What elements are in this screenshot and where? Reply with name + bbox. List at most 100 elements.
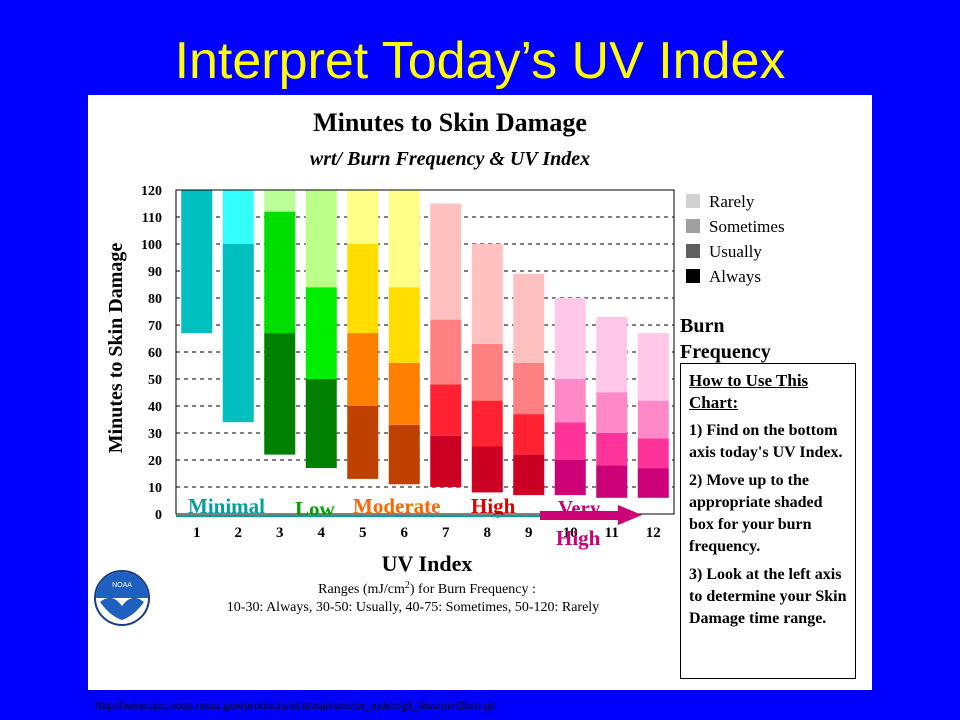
legend-label-usually: Usually [709,242,762,261]
bar-8-usually [471,400,503,447]
bar-9-always [513,454,545,496]
legend-title-burn: Burn [680,315,724,337]
y-tick-label: 30 [148,427,162,442]
x-tick-label: 9 [525,525,533,541]
howto-heading-line2: Chart: [689,393,739,412]
ranges-line1: Ranges (mJ/cm2) for Burn Frequency : [318,580,536,598]
bar-2-sometimes [222,244,254,423]
bar-10-rarely [554,298,586,379]
howto-step-2: 2) Move up to the appropriate shaded box… [689,472,823,555]
bar-5-usually [347,333,379,406]
y-tick-label: 60 [148,346,162,361]
bar-11-sometimes [596,392,628,433]
x-tick-label: 7 [442,525,450,541]
bar-1-rarely [181,190,213,334]
bar-4-rarely [305,190,337,288]
bar-5-sometimes [347,244,379,334]
bar-12-always [637,468,669,498]
how-to-use-box: How to Use This Chart: 1) Find on the bo… [680,363,856,679]
howto-step-1: 1) Find on the bottom axis today's UV In… [689,422,843,461]
bar-2-rarely [222,190,254,244]
bar-10-usually [554,422,586,460]
y-tick-label: 70 [148,319,162,334]
x-tick-label: 12 [646,525,661,541]
bar-7-rarely [430,203,462,320]
legend-label-rarely: Rarely [709,192,755,211]
slide-title: Interpret Today’s UV Index [174,32,786,90]
x-tick-label: 3 [276,525,284,541]
y-tick-label: 50 [148,373,162,388]
bar-9-usually [513,414,545,455]
y-tick-label: 80 [148,292,162,307]
bar-12-rarely [637,333,669,401]
x-tick-label: 5 [359,525,367,541]
x-axis-label: UV Index [382,551,473,576]
bar-7-sometimes [430,319,462,385]
y-tick-label: 40 [148,400,162,415]
chart-title: Minutes to Skin Damage [313,108,587,137]
plot-frame [175,189,675,515]
bar-8-sometimes [471,343,503,401]
bar-11-usually [596,433,628,466]
legend-swatch-always [686,269,700,283]
y-tick-label: 10 [148,481,162,496]
bar-9-rarely [513,273,545,363]
y-axis-label: Minutes to Skin Damage [105,243,127,454]
howto-step-3: 3) Look at the left axis to determine yo… [689,566,847,627]
bar-6-sometimes [388,287,420,363]
bar-4-sometimes [305,287,337,379]
bar-5-always [347,406,379,479]
ranges-line2: 10-30: Always, 30-50: Usually, 40-75: So… [227,600,599,615]
band-label-minimal: Minimal [188,494,265,518]
y-tick-label: 120 [141,184,162,199]
bar-3-sometimes [264,211,296,334]
y-tick-label: 90 [148,265,162,280]
uv-chart: Minutes to Skin Damage wrt/ Burn Frequen… [94,108,785,626]
legend-title-frequency: Frequency [680,341,771,363]
legend-label-sometimes: Sometimes [709,217,785,236]
bar-11-rarely [596,316,628,393]
x-tick-label: 8 [484,525,492,541]
x-tick-label: 11 [605,525,619,541]
x-tick-label: 6 [401,525,409,541]
y-tick-label: 0 [155,508,162,523]
bar-6-rarely [388,190,420,288]
x-tick-label: 1 [193,525,201,541]
x-tick-label: 10 [563,525,578,541]
y-tick-label: 110 [142,211,162,226]
legend-swatch-usually [686,244,700,258]
band-label-low: Low [295,497,336,521]
band-label-very-high: High [556,526,601,550]
bar-12-usually [637,438,669,469]
noaa-logo-text: NOAA [112,582,132,589]
bar-7-always [430,435,462,487]
bar-10-always [554,460,586,496]
legend-label-always: Always [709,267,761,286]
noaa-logo: NOAA [94,570,150,626]
bar-12-sometimes [637,400,669,439]
bar-11-always [596,465,628,498]
y-tick-label: 100 [141,238,162,253]
band-arrow-head [618,505,642,525]
legend-swatch-rarely [686,194,700,208]
band-label-moderate: Moderate [353,494,440,518]
bar-8-always [471,446,503,493]
bar-7-usually [430,384,462,436]
bar-6-usually [388,362,420,425]
chart-panel: Minutes to Skin Damage wrt/ Burn Frequen… [88,95,872,690]
chart-subtitle: wrt/ Burn Frequency & UV Index [310,148,590,170]
bar-8-rarely [471,244,503,344]
bar-5-rarely [347,190,379,244]
bar-9-sometimes [513,362,545,415]
band-label-high: High [471,494,516,518]
bar-6-always [388,424,420,485]
band-arrow-body [540,511,620,520]
y-tick-label: 20 [148,454,162,469]
bar-10-sometimes [554,379,586,423]
source-url: http://www.cpc.ncep.noaa.gov/products/st… [95,700,496,712]
bar-3-always [264,333,296,455]
bar-3-rarely [264,190,296,212]
bar-4-always [305,379,337,469]
x-tick-label: 2 [235,525,243,541]
howto-heading-line1: How to Use This [689,371,809,390]
